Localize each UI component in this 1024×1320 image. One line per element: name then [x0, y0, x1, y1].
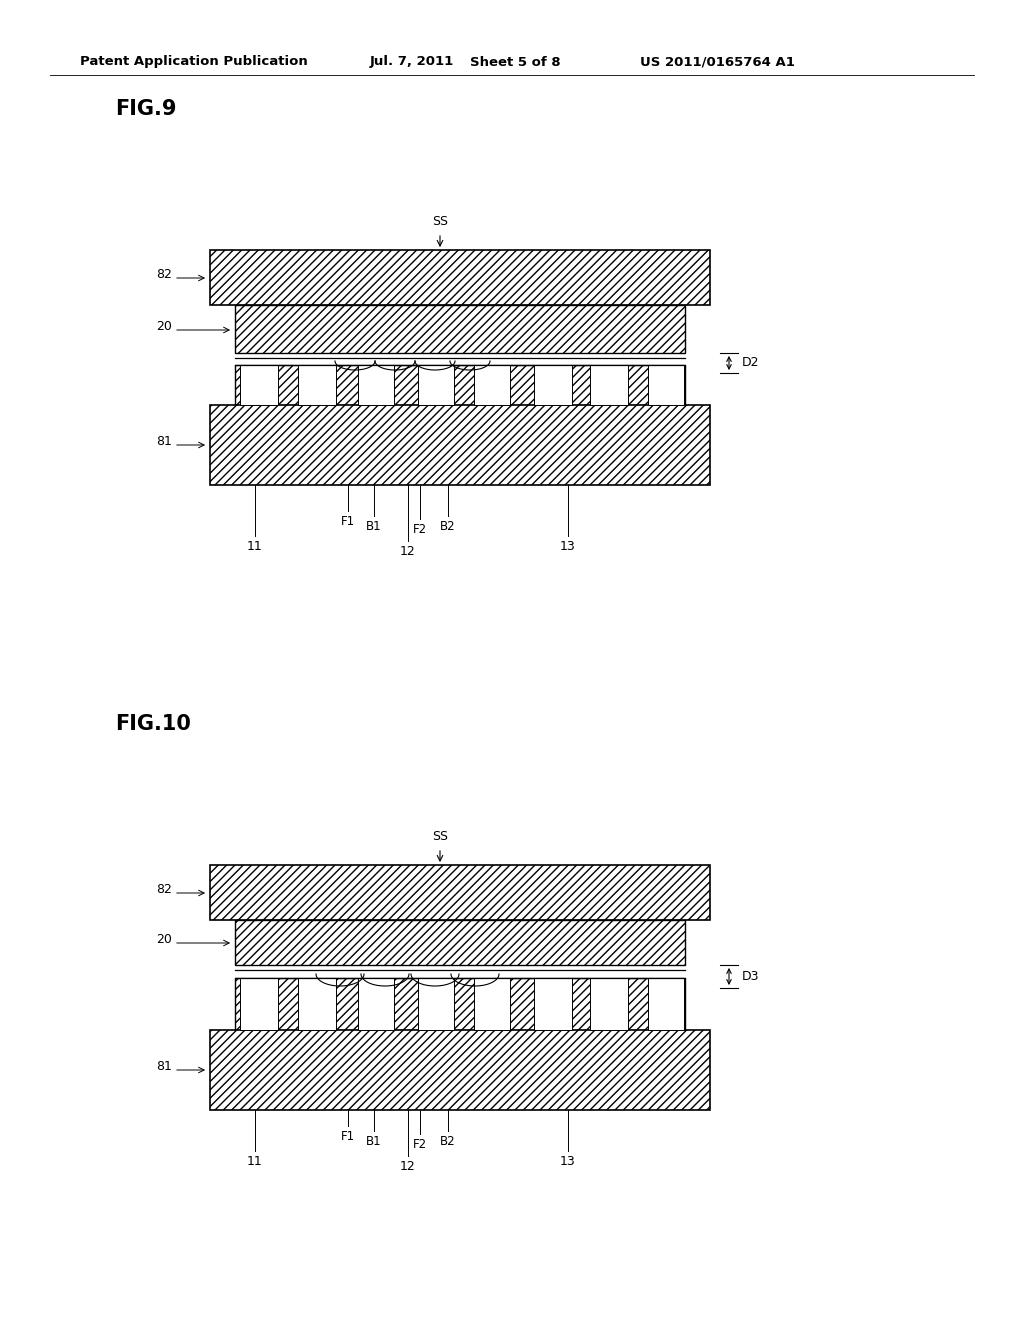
- Bar: [234, 920, 685, 965]
- Bar: [418, 978, 454, 1030]
- Text: 82: 82: [156, 268, 172, 281]
- Bar: [474, 978, 510, 1030]
- Bar: [590, 366, 628, 405]
- Text: F1: F1: [341, 515, 355, 528]
- Bar: [358, 978, 394, 1030]
- Text: D3: D3: [742, 969, 760, 982]
- Bar: [534, 366, 572, 405]
- Text: Jul. 7, 2011: Jul. 7, 2011: [370, 55, 455, 69]
- Text: 20: 20: [156, 319, 172, 333]
- Text: 12: 12: [400, 545, 416, 558]
- Text: B1: B1: [367, 520, 382, 533]
- Bar: [418, 366, 454, 405]
- Bar: [210, 249, 710, 305]
- Text: F2: F2: [413, 1138, 427, 1151]
- Bar: [234, 305, 685, 352]
- Text: 11: 11: [247, 1155, 263, 1168]
- Text: F2: F2: [413, 523, 427, 536]
- Bar: [240, 366, 278, 405]
- Bar: [210, 1030, 710, 1110]
- Bar: [648, 366, 684, 405]
- Text: 13: 13: [560, 1155, 575, 1168]
- Bar: [234, 366, 685, 405]
- Text: 12: 12: [400, 1160, 416, 1173]
- Text: B2: B2: [440, 1135, 456, 1148]
- Text: SS: SS: [432, 215, 449, 228]
- Bar: [358, 366, 394, 405]
- Text: 81: 81: [156, 1060, 172, 1073]
- Text: B2: B2: [440, 520, 456, 533]
- Bar: [474, 366, 510, 405]
- Text: SS: SS: [432, 830, 449, 843]
- Text: US 2011/0165764 A1: US 2011/0165764 A1: [640, 55, 795, 69]
- Bar: [210, 865, 710, 920]
- Bar: [210, 405, 710, 484]
- Bar: [590, 978, 628, 1030]
- Text: 13: 13: [560, 540, 575, 553]
- Bar: [648, 978, 684, 1030]
- Text: Sheet 5 of 8: Sheet 5 of 8: [470, 55, 560, 69]
- Bar: [298, 978, 336, 1030]
- Text: 81: 81: [156, 436, 172, 447]
- Text: B1: B1: [367, 1135, 382, 1148]
- Bar: [240, 978, 278, 1030]
- Bar: [534, 978, 572, 1030]
- Bar: [298, 366, 336, 405]
- Text: FIG.10: FIG.10: [115, 714, 190, 734]
- Text: Patent Application Publication: Patent Application Publication: [80, 55, 308, 69]
- Text: FIG.9: FIG.9: [115, 99, 176, 119]
- Text: 82: 82: [156, 883, 172, 896]
- Text: 11: 11: [247, 540, 263, 553]
- Text: D2: D2: [742, 356, 760, 370]
- Text: F1: F1: [341, 1130, 355, 1143]
- Bar: [234, 978, 685, 1030]
- Text: 20: 20: [156, 933, 172, 946]
